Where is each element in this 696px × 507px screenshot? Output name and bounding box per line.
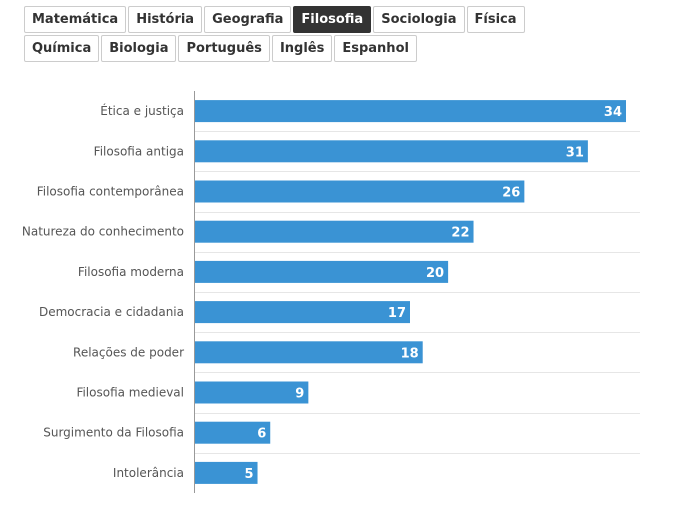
data-label: 6: [257, 427, 266, 442]
subject-tab-bar: Matemática História Geografia Filosofia Soci…: [24, 6, 584, 62]
tab-portugues[interactable]: Português: [178, 35, 270, 62]
data-label: 9: [295, 387, 304, 402]
bar: [194, 220, 474, 243]
category-label: Surgimento da Filosofia: [43, 426, 184, 440]
tab-fisica[interactable]: Física: [466, 6, 525, 33]
data-label: 17: [388, 306, 406, 321]
tab-historia[interactable]: História: [128, 6, 203, 33]
tab-geografia[interactable]: Geografia: [204, 6, 292, 33]
tab-biologia[interactable]: Biologia: [101, 35, 177, 62]
bar: [194, 341, 423, 364]
bar: [194, 461, 258, 484]
category-label: Democracia e cidadania: [39, 305, 184, 319]
bar: [194, 180, 525, 203]
bar: [194, 381, 309, 404]
data-label: 31: [566, 145, 584, 160]
data-label: 5: [244, 467, 253, 482]
tab-matematica[interactable]: Matemática: [24, 6, 127, 33]
category-label: Filosofia contemporânea: [37, 185, 184, 199]
tab-espanhol[interactable]: Espanhol: [334, 35, 417, 62]
category-label: Natureza do conhecimento: [22, 225, 184, 239]
bar: [194, 140, 588, 163]
bar: [194, 421, 271, 444]
tab-quimica[interactable]: Química: [24, 35, 100, 62]
data-label: 26: [502, 186, 520, 201]
bar: [194, 100, 626, 123]
category-label: Filosofia moderna: [78, 265, 184, 279]
category-label: Intolerância: [113, 466, 184, 480]
category-label: Filosofia medieval: [76, 386, 184, 400]
tab-filosofia[interactable]: Filosofia: [293, 6, 372, 33]
category-label: Ética e justiça: [100, 103, 184, 118]
bar: [194, 301, 410, 324]
tab-sociologia[interactable]: Sociologia: [373, 6, 465, 33]
bar: [194, 260, 449, 283]
category-label: Filosofia antiga: [94, 144, 184, 158]
data-label: 20: [426, 266, 444, 281]
tab-ingles[interactable]: Inglês: [271, 35, 333, 62]
data-label: 22: [451, 226, 469, 241]
data-label: 34: [604, 105, 622, 120]
data-label: 18: [401, 346, 419, 361]
category-label: Relações de poder: [73, 345, 184, 359]
